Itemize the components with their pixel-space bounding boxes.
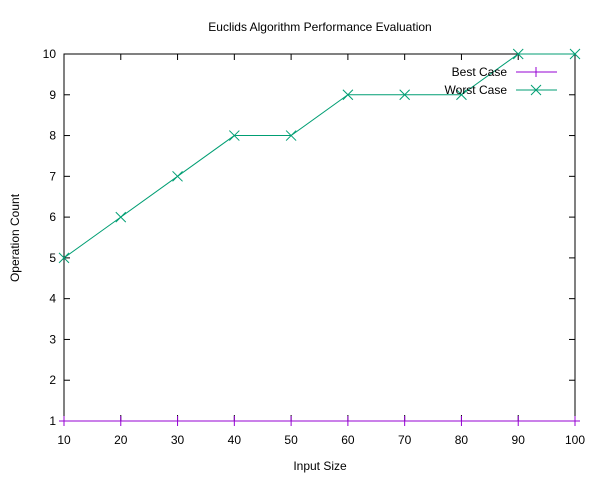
plot-frame bbox=[63, 53, 576, 422]
legend-label: Best Case bbox=[452, 65, 508, 79]
y-tick-label: 10 bbox=[43, 47, 57, 61]
legend-swatch-marker bbox=[531, 67, 541, 77]
data-point bbox=[569, 48, 581, 60]
y-tick-labels: 1 2 3 4 5 6 7 8 9 10 bbox=[43, 47, 57, 428]
data-point bbox=[229, 416, 240, 426]
data-point bbox=[59, 416, 69, 426]
series-line bbox=[63, 53, 575, 259]
y-tick-label: 5 bbox=[49, 251, 56, 265]
x-tick-label: 60 bbox=[341, 433, 355, 447]
data-point bbox=[115, 416, 126, 426]
data-point bbox=[342, 416, 353, 426]
data-point bbox=[456, 89, 467, 101]
data-point bbox=[456, 416, 467, 426]
data-point bbox=[570, 416, 580, 426]
data-point bbox=[399, 416, 410, 426]
y-axis-label: Operation Count bbox=[8, 193, 22, 282]
series-layer bbox=[58, 48, 581, 426]
y-tick-label: 9 bbox=[49, 88, 56, 102]
x-tick-label: 80 bbox=[455, 433, 469, 447]
x-tick-label: 30 bbox=[171, 433, 185, 447]
y-tick-label: 7 bbox=[49, 169, 56, 183]
x-tick-label: 70 bbox=[398, 433, 412, 447]
data-point bbox=[342, 89, 354, 101]
legend-label: Worst Case bbox=[445, 83, 508, 97]
data-point bbox=[285, 130, 297, 141]
x-tick-label: 100 bbox=[565, 433, 585, 447]
y-tick-label: 8 bbox=[49, 129, 56, 143]
x-tick-label: 10 bbox=[57, 433, 71, 447]
series-best-case bbox=[59, 416, 580, 426]
data-point bbox=[228, 130, 240, 141]
x-axis-label: Input Size bbox=[293, 459, 347, 473]
series-worst-case bbox=[58, 48, 581, 264]
y-tick-label: 2 bbox=[49, 373, 56, 387]
y-tick-label: 1 bbox=[49, 414, 56, 428]
data-point bbox=[512, 48, 524, 60]
data-point bbox=[172, 170, 183, 182]
axis-ticks bbox=[63, 53, 576, 422]
legend-swatch-marker bbox=[530, 84, 542, 96]
data-point bbox=[399, 89, 411, 101]
y-tick-label: 3 bbox=[49, 332, 56, 346]
y-tick-label: 6 bbox=[49, 210, 56, 224]
data-point bbox=[172, 416, 183, 426]
data-point bbox=[286, 416, 297, 426]
y-tick-label: 4 bbox=[49, 292, 56, 306]
legend: Best Case Worst Case bbox=[445, 65, 557, 97]
x-tick-label: 40 bbox=[228, 433, 242, 447]
x-tick-label: 20 bbox=[114, 433, 128, 447]
data-point bbox=[115, 211, 127, 223]
data-point bbox=[513, 416, 524, 426]
x-tick-label: 50 bbox=[284, 433, 298, 447]
data-point bbox=[58, 252, 70, 264]
chart-title: Euclids Algorithm Performance Evaluation bbox=[208, 20, 431, 34]
x-tick-labels: 10 20 30 40 50 60 70 80 90 100 bbox=[57, 433, 585, 447]
x-tick-label: 90 bbox=[512, 433, 526, 447]
